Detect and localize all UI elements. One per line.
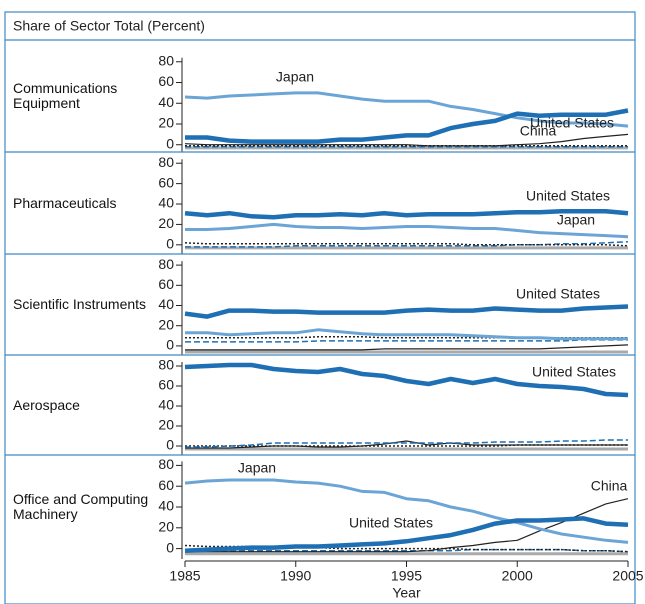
series-line <box>184 304 629 319</box>
y-tick-label: 40 <box>158 195 174 211</box>
y-tick-label: 0 <box>166 539 174 555</box>
series-label: Japan <box>276 69 314 85</box>
x-tick-label: 1995 <box>391 568 422 584</box>
y-tick-label: 20 <box>158 115 174 131</box>
y-tick-label: 20 <box>158 215 174 231</box>
x-axis-title: Year <box>392 585 421 601</box>
y-tick-label: 40 <box>158 498 174 514</box>
frame <box>4 11 636 604</box>
y-tick-label: 80 <box>158 456 174 472</box>
series-line <box>184 242 629 247</box>
series-line <box>185 498 629 553</box>
series-line <box>184 133 629 147</box>
series-line <box>185 344 629 351</box>
y-tick-label: 80 <box>158 357 174 373</box>
series-line <box>185 444 628 447</box>
panel-title: Communications Equipment <box>13 80 118 111</box>
y-tick-label: 0 <box>166 337 174 353</box>
panel-title-box: Communications Equipment <box>13 80 118 111</box>
series-label: United States <box>526 188 610 204</box>
y-tick-label: 60 <box>158 174 174 190</box>
panel-title-box: Pharmaceuticals <box>13 194 117 211</box>
series-line <box>184 516 629 553</box>
y-tick-label: 20 <box>158 316 174 332</box>
panel-title-box: Aerospace <box>13 396 80 413</box>
y-tick-label: 40 <box>158 296 174 312</box>
y-tick-label: 40 <box>158 397 174 413</box>
y-tick-label: 40 <box>158 94 174 110</box>
series-line <box>185 439 628 448</box>
series-label: Japan <box>557 212 595 228</box>
series-line <box>185 339 628 343</box>
y-tick-label: 80 <box>158 154 174 170</box>
y-tick-label: 60 <box>158 377 174 393</box>
panel-title: Office and Computing Machinery <box>13 491 149 522</box>
series-label: United States <box>530 115 614 131</box>
series-line <box>184 91 629 128</box>
series-line <box>185 222 629 239</box>
series-label: China <box>591 478 628 494</box>
series-line <box>184 478 629 544</box>
series-label: China <box>520 123 557 139</box>
series-label: United States <box>349 515 433 531</box>
panel-title: Pharmaceuticals <box>13 194 117 211</box>
x-tick-label: 2005 <box>612 568 643 584</box>
series-label: Japan <box>238 460 276 476</box>
series-label: United States <box>532 364 616 380</box>
panel-title: Aerospace <box>13 396 80 413</box>
y-tick-label: 20 <box>158 417 174 433</box>
y-tick-label: 80 <box>158 256 174 272</box>
series-line <box>184 362 629 398</box>
panel-title-box: Office and Computing Machinery <box>13 491 149 522</box>
y-tick-label: 60 <box>158 276 174 292</box>
y-tick-label: 0 <box>166 236 174 252</box>
y-tick-label: 60 <box>158 477 174 493</box>
y-tick-label: 60 <box>158 73 174 89</box>
x-tick-label: 1985 <box>169 568 200 584</box>
y-tick-label: 0 <box>166 437 174 453</box>
panel-title: Scientific Instruments <box>13 296 147 312</box>
series-line <box>185 328 628 341</box>
y-tick-label: 20 <box>158 519 174 535</box>
series-label: United States <box>516 286 600 302</box>
y-tick-label: 0 <box>166 135 174 151</box>
panel-title-box: Scientific Instruments <box>13 296 147 312</box>
series-line <box>184 208 629 220</box>
y-tick-label: 80 <box>158 52 174 68</box>
x-tick-label: 1990 <box>280 568 311 584</box>
header-title: Share of Sector Total (Percent) <box>13 18 205 34</box>
series-line <box>185 108 629 144</box>
x-tick-label: 2000 <box>502 568 533 584</box>
